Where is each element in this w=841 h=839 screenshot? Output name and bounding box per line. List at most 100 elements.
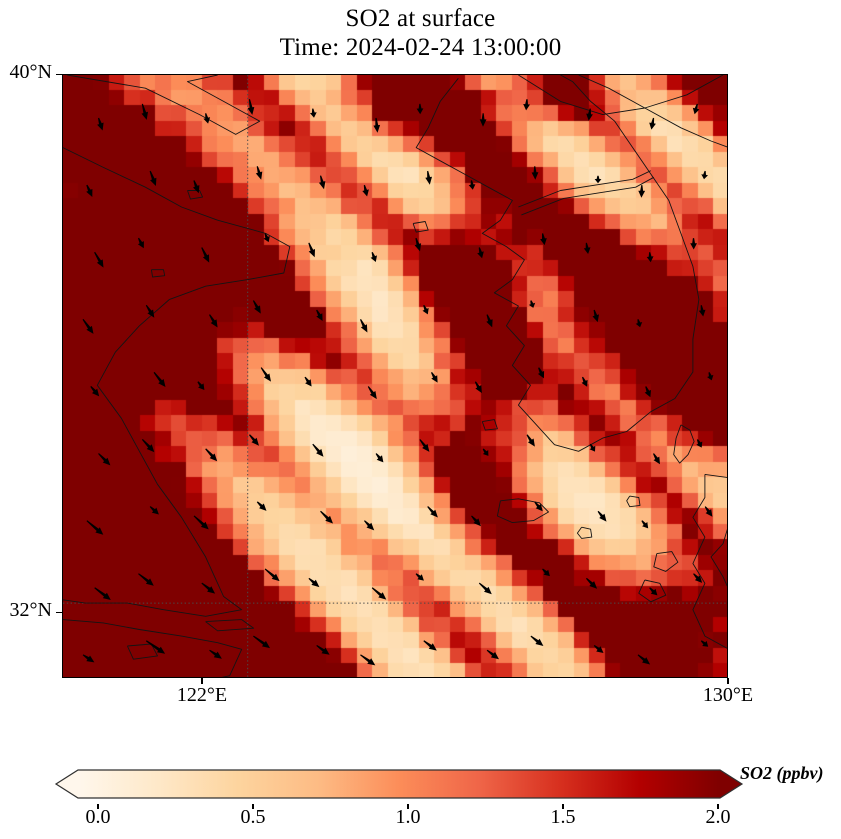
coastline-path — [63, 147, 291, 617]
coastline-path — [521, 176, 655, 216]
wind-arrow — [635, 319, 643, 328]
colorbar-tick-label-2: 2.0 — [705, 806, 731, 828]
wind-arrow — [193, 180, 200, 194]
wind-arrow — [149, 506, 159, 515]
colorbar-tick-mark-2 — [717, 804, 719, 809]
wind-arrow — [316, 309, 323, 321]
wind-arrow — [415, 573, 424, 581]
wind-arrow — [141, 439, 155, 453]
wind-arrow — [205, 448, 218, 462]
wind-arrow — [416, 103, 424, 115]
colorbar-tick-label-0: 0.0 — [85, 806, 111, 828]
colorbar-tick-mark-0 — [97, 804, 99, 809]
figure-title: SO2 at surface Time: 2024-02-24 13:00:00 — [0, 4, 841, 62]
wind-arrow — [653, 453, 660, 465]
wind-arrow — [528, 300, 536, 308]
wind-arrow — [86, 520, 104, 535]
wind-arrow — [209, 314, 218, 328]
wind-arrow — [86, 184, 93, 197]
wind-arrow — [360, 654, 376, 666]
wind-arrow — [375, 453, 384, 463]
wind-arrow — [540, 233, 547, 246]
wind-arrow — [531, 166, 539, 180]
wind-arrow — [592, 309, 599, 323]
wind-arrow — [423, 640, 437, 651]
wind-arrow — [193, 515, 209, 530]
wind-arrow — [308, 577, 320, 588]
colorbar-tick-mark-1 — [407, 804, 409, 809]
wind-vector-group — [82, 99, 714, 666]
ytick-label-32: 32°N — [9, 599, 52, 621]
wind-arrow — [479, 113, 487, 127]
colorbar-tick-mark-0p5 — [252, 804, 254, 809]
wind-arrow — [209, 649, 222, 659]
wind-arrow — [701, 170, 708, 180]
wind-arrow — [523, 99, 530, 111]
wind-arrow — [638, 185, 646, 198]
wind-arrow — [252, 300, 261, 314]
coastline-path — [415, 75, 700, 452]
coastline-path — [518, 170, 651, 208]
colorbar-title: SO2 (ppbv) — [740, 763, 824, 783]
wind-arrow — [649, 117, 656, 130]
wind-arrow — [649, 587, 658, 596]
wind-arrow — [320, 510, 333, 524]
wind-arrow — [260, 367, 271, 382]
wind-arrow — [482, 448, 489, 456]
wind-arrow — [693, 573, 703, 583]
wind-arrow — [486, 314, 493, 328]
wind-arrow — [583, 242, 591, 254]
wind-arrow — [312, 443, 324, 457]
wind-arrow — [593, 645, 604, 653]
wind-arrow — [153, 371, 166, 387]
wind-arrow — [646, 252, 654, 263]
wind-arrow — [373, 117, 381, 133]
wind-arrow — [90, 386, 100, 397]
coastline-path — [692, 473, 727, 649]
coastline-path — [412, 221, 429, 233]
wind-arrow — [247, 99, 255, 115]
wind-arrow — [256, 501, 267, 511]
wind-arrow — [370, 252, 377, 262]
wind-arrow — [427, 506, 438, 518]
coastline-path — [481, 419, 498, 431]
wind-arrow — [641, 520, 649, 529]
wind-arrow — [201, 582, 216, 594]
wind-arrow — [414, 237, 422, 252]
wind-arrow — [478, 582, 492, 595]
wind-arrow — [94, 587, 111, 600]
colorbar-body — [54, 769, 744, 799]
wind-arrow — [534, 501, 543, 512]
wind-arrow — [486, 649, 499, 660]
wind-arrow — [644, 386, 651, 398]
wind-arrow — [422, 305, 429, 315]
wind-arrow — [201, 247, 210, 263]
coastline-path — [126, 643, 158, 660]
wind-arrow — [637, 654, 651, 665]
map-axes — [62, 74, 728, 678]
wind-arrow — [203, 113, 211, 124]
ytick-label-40: 40°N — [9, 61, 52, 83]
colorbar-tick-label-1p5: 1.5 — [550, 806, 576, 828]
coastline-path — [63, 619, 243, 677]
colorbar-tick-label-0p5: 0.5 — [240, 806, 266, 828]
wind-arrow — [586, 577, 598, 589]
wind-arrow — [704, 506, 713, 517]
wind-arrow — [431, 372, 438, 383]
wind-arrow — [98, 453, 111, 466]
wind-arrow — [141, 103, 148, 120]
xtick-label-122: 122°E — [176, 684, 228, 706]
wind-arrow — [474, 381, 482, 394]
wind-arrow — [419, 439, 430, 452]
wind-arrow — [82, 318, 94, 334]
ytick-mark-32 — [56, 611, 62, 613]
wind-arrow — [696, 439, 703, 448]
title-line-variable: SO2 at surface — [345, 5, 496, 32]
wind-arrow — [364, 520, 375, 531]
wind-arrow — [425, 170, 432, 185]
coastline-path — [518, 75, 724, 116]
wind-arrow — [471, 515, 481, 527]
wind-arrow — [362, 184, 369, 197]
wind-arrow — [690, 238, 697, 250]
wind-arrow — [698, 305, 706, 317]
